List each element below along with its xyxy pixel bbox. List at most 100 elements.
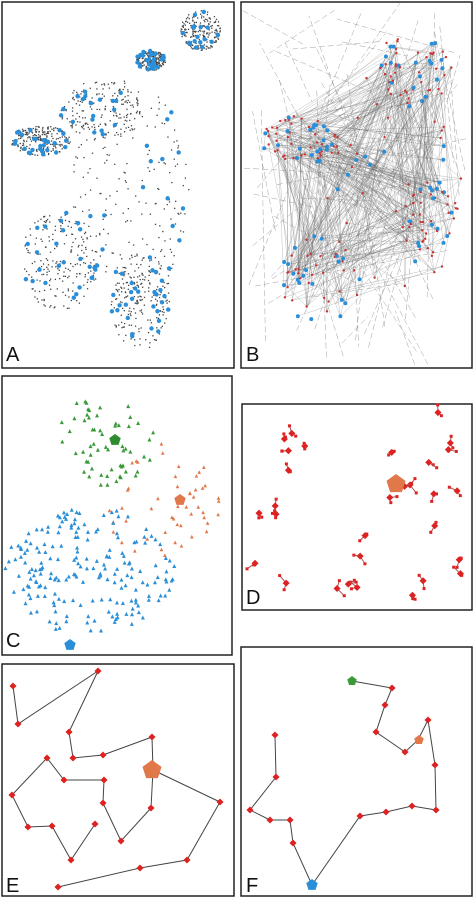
marker bbox=[98, 405, 103, 410]
marker bbox=[33, 568, 38, 573]
dot bbox=[105, 198, 107, 200]
node bbox=[91, 113, 96, 119]
node bbox=[125, 315, 130, 321]
dot bbox=[75, 124, 77, 126]
dot bbox=[128, 241, 130, 243]
dot bbox=[133, 276, 135, 278]
marker bbox=[39, 560, 44, 565]
marker bbox=[136, 610, 141, 615]
marker bbox=[74, 555, 79, 560]
edge bbox=[326, 76, 421, 312]
node bbox=[426, 247, 429, 250]
dot bbox=[214, 31, 216, 34]
dot bbox=[34, 222, 36, 224]
edge bbox=[400, 43, 432, 68]
edge bbox=[405, 80, 412, 138]
dot bbox=[49, 280, 51, 282]
dot bbox=[158, 101, 161, 104]
dot bbox=[135, 317, 137, 320]
dot bbox=[125, 181, 127, 184]
dot bbox=[211, 24, 213, 27]
marker bbox=[140, 580, 145, 585]
dot bbox=[85, 246, 87, 249]
node bbox=[437, 180, 442, 185]
marker bbox=[28, 541, 33, 546]
hub bbox=[109, 434, 121, 445]
edge bbox=[299, 148, 432, 222]
dot bbox=[202, 25, 204, 27]
dot bbox=[155, 69, 157, 71]
dot bbox=[138, 330, 140, 333]
dot bbox=[203, 35, 206, 38]
marker bbox=[52, 591, 57, 596]
dot bbox=[96, 88, 98, 90]
dot bbox=[206, 32, 208, 34]
edge bbox=[436, 137, 441, 189]
node bbox=[70, 119, 76, 124]
dot bbox=[180, 212, 182, 214]
node bbox=[452, 217, 456, 220]
node bbox=[276, 149, 279, 152]
node bbox=[459, 556, 463, 560]
marker bbox=[28, 610, 33, 615]
panel-a-frame bbox=[1, 1, 235, 369]
node bbox=[455, 556, 463, 564]
dot bbox=[69, 141, 71, 143]
node bbox=[112, 122, 118, 128]
dot bbox=[47, 153, 50, 156]
dot bbox=[203, 44, 206, 46]
dot bbox=[187, 28, 190, 31]
dot bbox=[89, 167, 91, 170]
dot bbox=[38, 130, 40, 133]
dot bbox=[115, 203, 117, 205]
node bbox=[352, 553, 356, 557]
edge bbox=[276, 127, 329, 302]
node bbox=[382, 808, 390, 816]
node bbox=[388, 448, 396, 456]
dot bbox=[121, 103, 123, 105]
marker bbox=[106, 447, 111, 452]
dot bbox=[47, 152, 50, 155]
dot bbox=[116, 190, 118, 193]
edge bbox=[431, 224, 434, 253]
dot bbox=[95, 81, 98, 84]
dot bbox=[162, 314, 164, 316]
node bbox=[23, 276, 29, 282]
dot bbox=[213, 41, 216, 43]
node bbox=[8, 791, 16, 799]
node bbox=[321, 271, 325, 275]
dot bbox=[61, 116, 64, 118]
dot bbox=[75, 220, 77, 223]
dot bbox=[87, 272, 90, 274]
node bbox=[425, 55, 428, 59]
edge bbox=[310, 147, 340, 242]
edge bbox=[301, 155, 313, 284]
marker bbox=[197, 470, 201, 474]
node bbox=[117, 303, 122, 308]
dot bbox=[116, 289, 118, 291]
dot bbox=[71, 110, 74, 112]
marker bbox=[205, 521, 210, 525]
dot bbox=[123, 271, 125, 273]
dot bbox=[122, 283, 125, 285]
marker bbox=[38, 571, 43, 576]
dot bbox=[198, 47, 200, 49]
dot bbox=[158, 62, 160, 65]
dot bbox=[147, 153, 149, 156]
dot bbox=[157, 96, 160, 98]
dot bbox=[72, 107, 74, 109]
edge bbox=[311, 84, 331, 258]
node bbox=[286, 115, 291, 120]
node bbox=[419, 190, 422, 194]
node bbox=[314, 133, 317, 136]
dot bbox=[139, 62, 141, 64]
dot bbox=[129, 276, 131, 278]
node bbox=[64, 210, 69, 216]
edge bbox=[306, 146, 337, 240]
edge bbox=[304, 154, 406, 207]
dot bbox=[52, 149, 54, 152]
node bbox=[389, 501, 393, 505]
dot bbox=[163, 311, 165, 314]
dot bbox=[152, 248, 154, 251]
edge bbox=[351, 166, 421, 190]
